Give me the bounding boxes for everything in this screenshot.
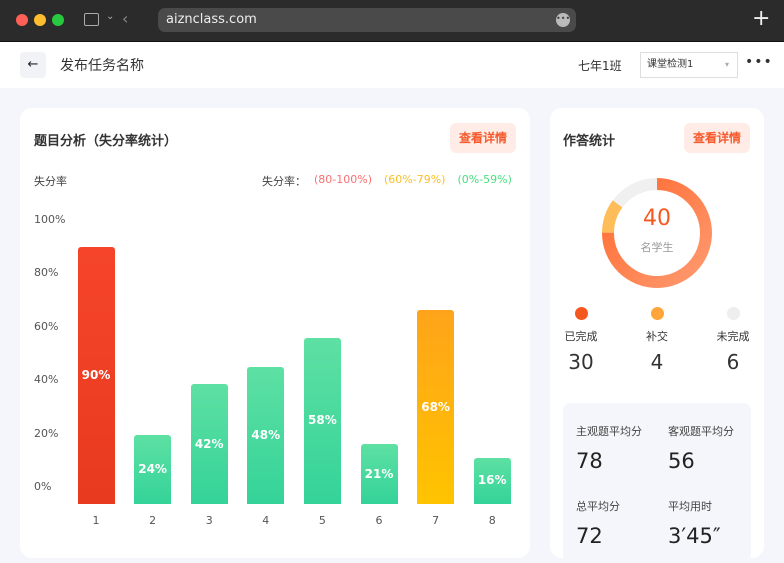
x-tick-label: 6: [375, 514, 383, 527]
view-details-button[interactable]: 查看详情: [684, 123, 750, 153]
bar-value-label: 16%: [477, 473, 507, 488]
plus-icon[interactable]: +: [752, 6, 771, 31]
more-icon[interactable]: •••: [556, 13, 570, 27]
bar-3: 42%: [190, 383, 228, 504]
y-tick-label: 0%: [34, 480, 52, 493]
chevron-down-icon[interactable]: ⌄: [106, 11, 115, 22]
address-bar[interactable]: aiznclass.com •••: [158, 8, 576, 32]
bar-value-label: 24%: [138, 462, 167, 477]
axis-label: 失分率: [34, 175, 67, 188]
legend-incomplete: 未完成 6: [703, 307, 763, 374]
arrow-left-icon: ←: [27, 57, 39, 72]
minimize-window-button[interactable]: [34, 14, 46, 26]
bar-value-label: 58%: [308, 413, 337, 428]
task-select[interactable]: 课堂检测1 ▾: [640, 52, 738, 78]
view-details-button[interactable]: 查看详情: [450, 123, 516, 153]
bar-5: 58%: [303, 338, 341, 504]
y-tick-label: 100%: [34, 213, 66, 226]
x-tick-label: 7: [432, 514, 440, 527]
bar-4: 48%: [247, 366, 285, 504]
stat-avg-time: 平均用时 3′45″: [668, 500, 721, 548]
bar-value-label: 68%: [421, 399, 450, 414]
donut-segment-2: [602, 178, 712, 288]
legend-completed: 已完成 30: [551, 307, 611, 374]
bar-value-label: 48%: [251, 427, 281, 442]
stat-subjective-avg: 主观题平均分 78: [576, 425, 642, 473]
y-tick-label: 80%: [34, 266, 59, 279]
chevron-down-icon: ▾: [724, 60, 729, 69]
x-tick-label: 2: [149, 514, 157, 527]
page-header: ← 发布任务名称 七年1班 课堂检测1 ▾ •••: [0, 42, 784, 88]
score-stats-panel: 主观题平均分 78 客观题平均分 56 总平均分 72 平均用时 3′45″: [563, 403, 751, 563]
y-tick-label: 60%: [34, 320, 59, 333]
chart-legend: 失分率： (80-100%) (60%-79%) (0%-59%): [262, 173, 512, 188]
stat-total-avg: 总平均分 72: [576, 500, 620, 548]
x-tick-label: 8: [488, 514, 496, 527]
total-students: 40: [643, 206, 671, 231]
browser-toolbar: ⌄ ‹ aiznclass.com ••• +: [0, 0, 784, 42]
page-title: 发布任务名称: [60, 58, 144, 74]
back-button[interactable]: ←: [20, 52, 46, 78]
bar-8: 16%: [473, 458, 511, 504]
dot-icon: [650, 307, 664, 320]
more-options-button[interactable]: •••: [745, 54, 773, 70]
dot-icon: [574, 307, 588, 320]
close-window-button[interactable]: [16, 14, 28, 26]
x-tick-label: 4: [262, 514, 270, 527]
card-title: 题目分析（失分率统计）: [34, 134, 178, 149]
x-tick-label: 1: [92, 514, 100, 527]
legend-high: (80-100%): [314, 173, 372, 186]
legend-mid: (60%-79%): [384, 173, 446, 186]
x-tick-label: 5: [318, 514, 326, 527]
bar-value-label: 42%: [194, 436, 224, 451]
dot-icon: [726, 307, 740, 320]
back-nav-icon[interactable]: ‹: [122, 9, 129, 28]
bar-value-label: 90%: [81, 367, 111, 382]
bar-7: 68%: [417, 309, 455, 504]
maximize-window-button[interactable]: [52, 14, 64, 26]
y-tick-label: 20%: [34, 427, 59, 440]
sidebar-toggle-icon[interactable]: [84, 13, 99, 26]
stat-objective-avg: 客观题平均分 56: [668, 425, 734, 473]
legend-low: (0%-59%): [457, 173, 512, 186]
bar-1: 90%: [77, 246, 115, 504]
x-tick-label: 3: [205, 514, 213, 527]
bar-6: 21%: [360, 443, 398, 504]
total-label: 名学生: [640, 241, 674, 254]
legend-late: 补交 4: [627, 307, 687, 374]
bar-value-label: 21%: [364, 466, 394, 481]
class-name: 七年1班: [578, 59, 622, 73]
bar-2: 24%: [134, 435, 172, 504]
y-tick-label: 40%: [34, 373, 59, 386]
donut-chart: [602, 178, 712, 288]
card-title: 作答统计: [563, 134, 616, 149]
